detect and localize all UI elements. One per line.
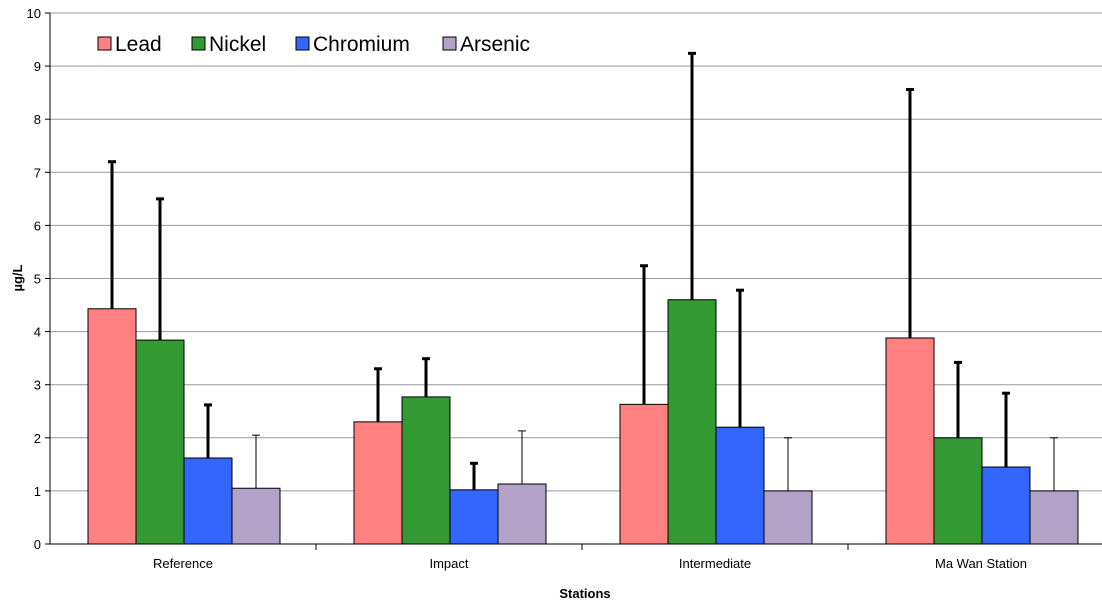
y-tick-label: 8 <box>34 112 41 127</box>
gridlines <box>50 12 1102 492</box>
bar-nickel <box>933 437 983 545</box>
bar-lead <box>619 403 669 545</box>
y-tick-label: 9 <box>34 59 41 74</box>
y-axis-title: µg/L <box>10 264 25 291</box>
y-tick-label: 3 <box>34 378 41 393</box>
bar-arsenic <box>763 490 813 545</box>
bar-nickel <box>667 299 717 545</box>
legend-swatch-nickel <box>191 36 206 51</box>
x-tick-label: Intermediate <box>679 556 751 571</box>
legend-label-nickel: Nickel <box>209 33 266 56</box>
bars <box>87 299 1079 545</box>
legend-swatch-arsenic <box>442 36 457 51</box>
y-tick-label: 7 <box>34 165 41 180</box>
error-bars <box>108 51 1058 491</box>
x-tick-label: Ma Wan Station <box>935 556 1027 571</box>
legend-label-arsenic: Arsenic <box>460 33 530 56</box>
bar-arsenic <box>231 487 281 545</box>
bar-chromium <box>981 466 1031 545</box>
y-tick-label: 0 <box>34 537 41 552</box>
bar-nickel <box>135 339 185 545</box>
legend-label-chromium: Chromium <box>313 33 410 56</box>
bar-arsenic <box>497 483 547 545</box>
bar-chromium <box>449 489 499 545</box>
bar-lead <box>353 421 403 545</box>
y-tick-label: 4 <box>34 325 41 340</box>
y-tick-label: 5 <box>34 272 41 287</box>
y-tick-label: 2 <box>34 431 41 446</box>
bar-lead <box>885 337 935 545</box>
bar-chromium <box>183 457 233 545</box>
bar-arsenic <box>1029 490 1079 545</box>
x-tick-label: Impact <box>429 556 468 571</box>
y-tick-label: 10 <box>27 6 41 21</box>
legend-label-lead: Lead <box>115 33 162 56</box>
y-tick-label: 6 <box>34 218 41 233</box>
x-axis-title: Stations <box>559 586 610 601</box>
bar-chromium <box>715 426 765 545</box>
bar-nickel <box>401 396 451 545</box>
axes <box>45 12 1102 550</box>
y-tick-label: 1 <box>34 484 41 499</box>
x-tick-label: Reference <box>153 556 213 571</box>
bar-lead <box>87 308 137 545</box>
tick-labels: 0 1 2 3 4 5 6 7 8 9 10 Reference Impact Intermediate M… <box>27 6 1027 571</box>
legend: Lead Nickel Chromium Arsenic <box>97 33 530 56</box>
legend-swatch-lead <box>97 36 112 51</box>
legend-swatch-chromium <box>295 36 310 51</box>
